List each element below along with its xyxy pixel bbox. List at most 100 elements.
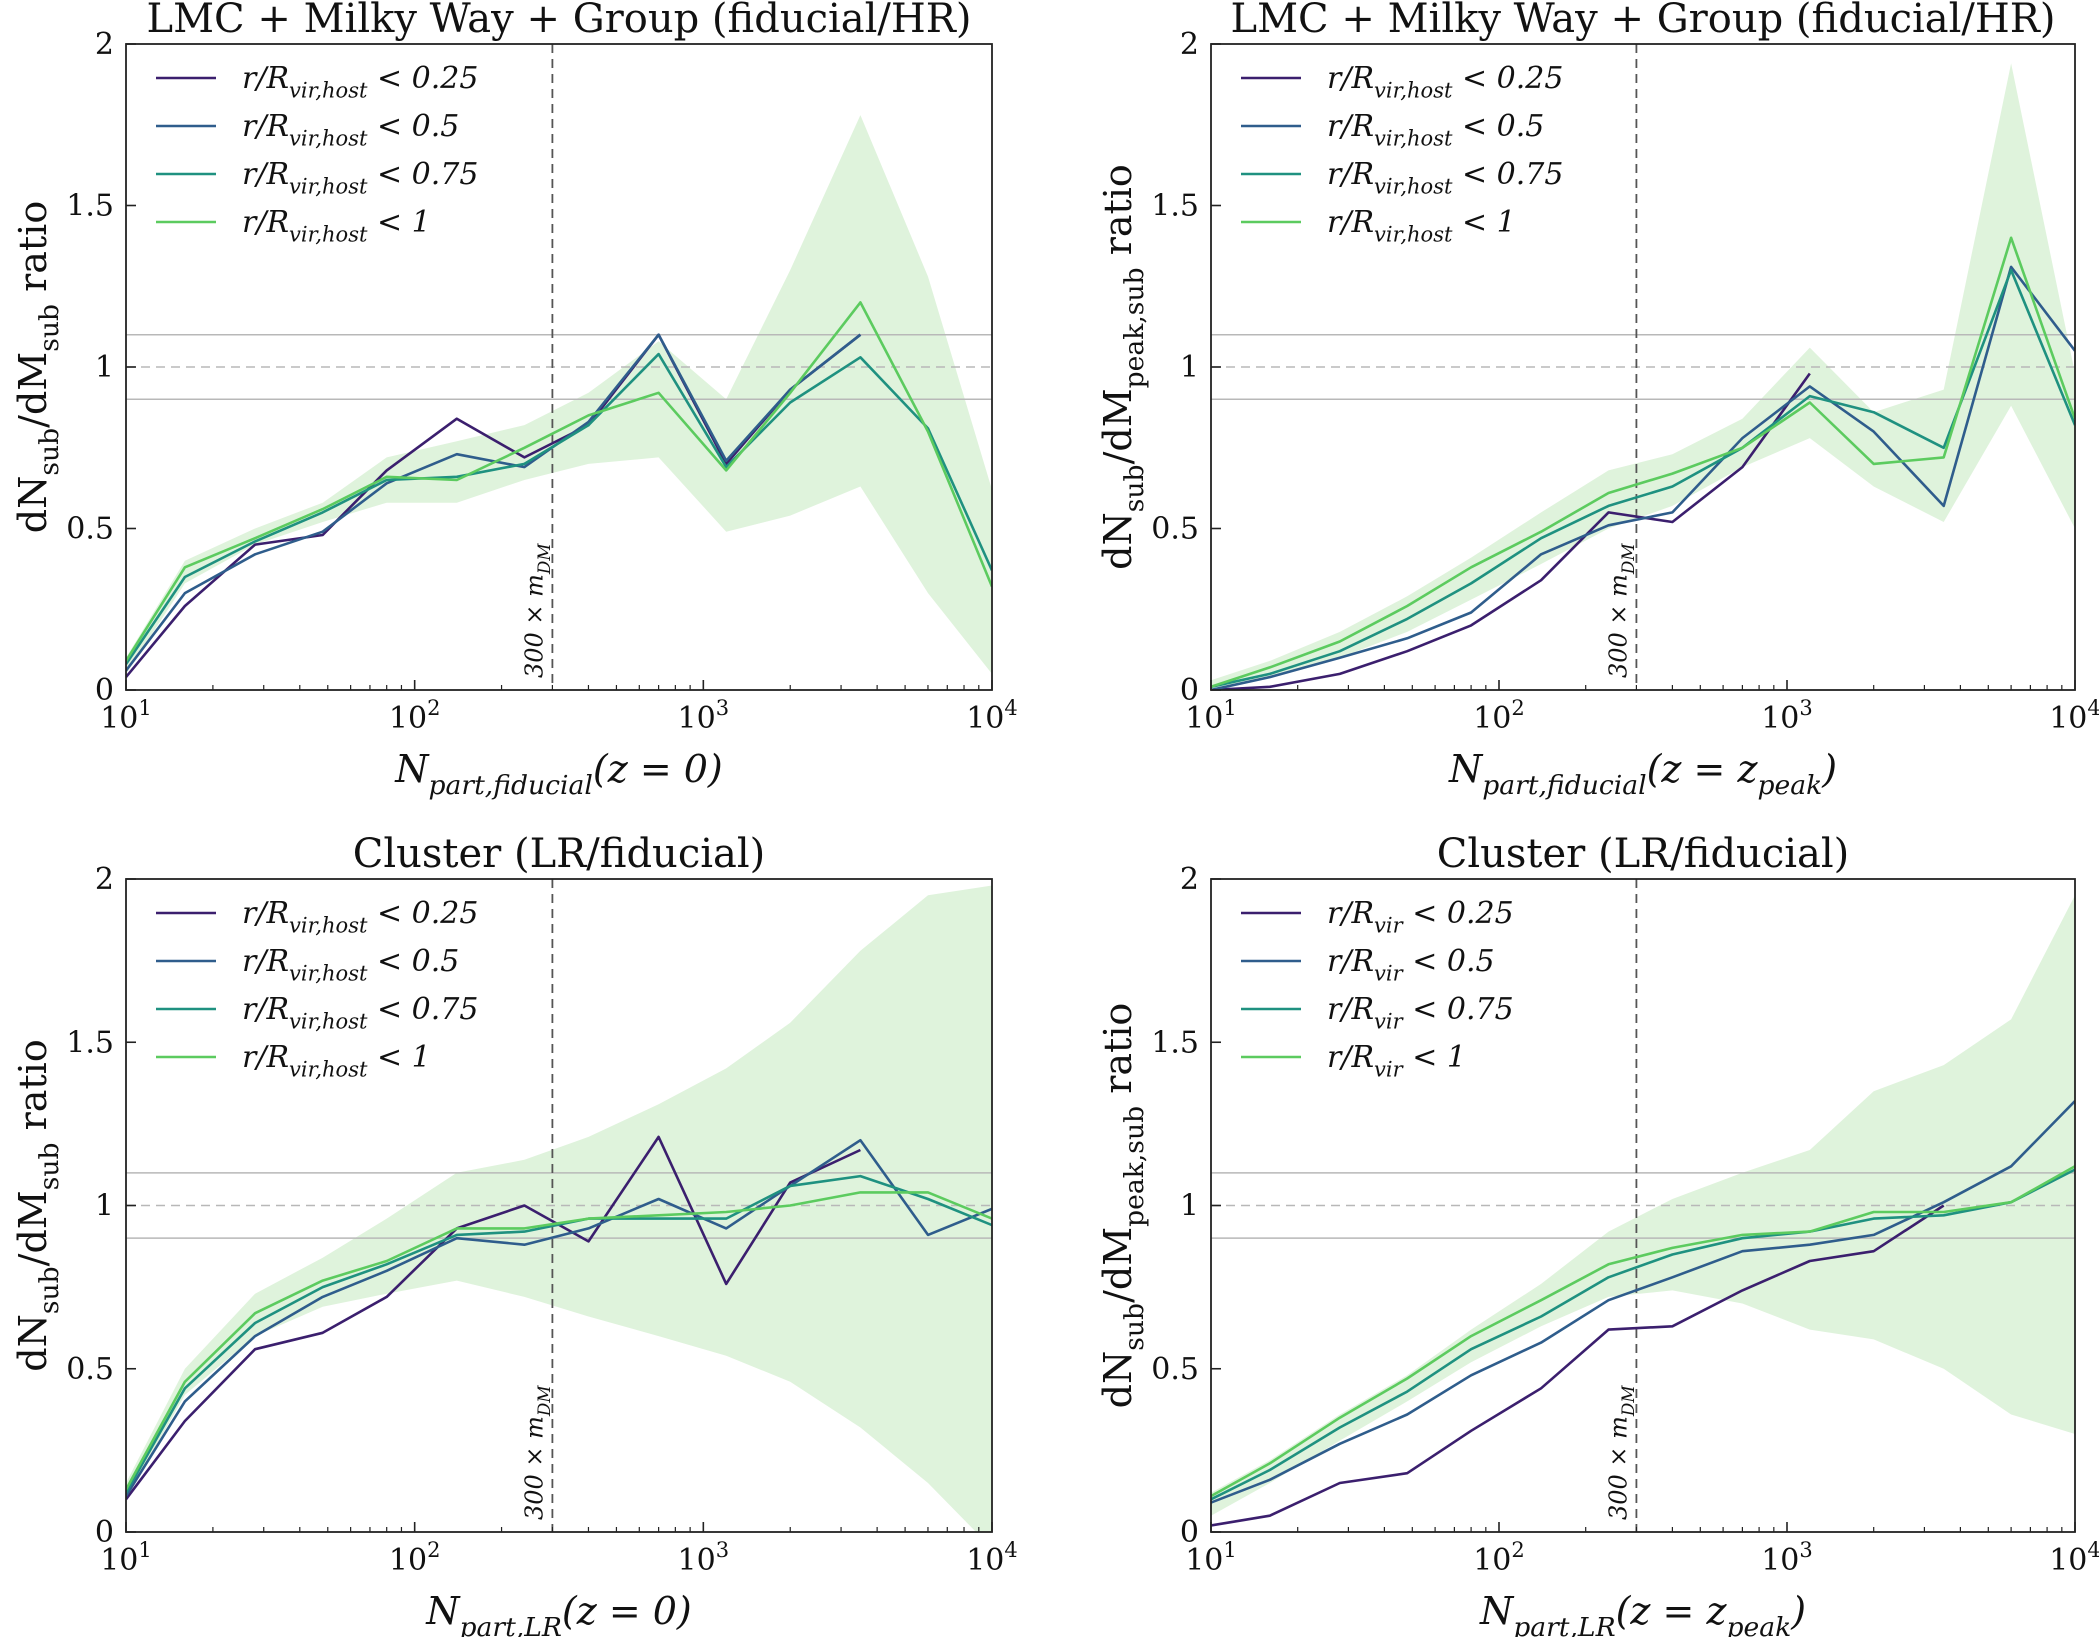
series-line-1: [126, 333, 862, 678]
series-line-3: [1211, 1168, 2075, 1501]
x-tick-label: 101: [1185, 696, 1237, 736]
scatter-band: [126, 115, 992, 674]
y-tick-label: 0.5: [66, 1352, 114, 1387]
series-line-1: [126, 1135, 861, 1501]
mdm-label: 300 × mDM: [520, 1385, 554, 1520]
panel-4: 300 × mDM 101 102 103 104 0 0.5 1 1.5 2 Cluster (L…: [1096, 831, 2099, 1641]
series-line-4: [1211, 1165, 2075, 1498]
series-line-3: [1211, 268, 2075, 689]
x-tick-label: 103: [678, 1538, 730, 1578]
panel-2: 300 × mDM 101 102 103 104 0 0.5 1 1.5 2 LMC + Milk…: [1096, 0, 2099, 801]
x-tick-label: 104: [2049, 1538, 2099, 1578]
legend-label-3: r/Rvir < 0.75: [1327, 992, 1514, 1034]
y-tick-label: 2: [1180, 862, 1199, 897]
y-tick-label: 1: [95, 1189, 114, 1224]
chart-title: Cluster (LR/fiducial): [353, 831, 766, 877]
series-line-2: [1211, 265, 2075, 690]
scatter-band: [1211, 895, 2075, 1516]
chart-title: Cluster (LR/fiducial): [1437, 831, 1850, 877]
scatter-band: [126, 885, 992, 1532]
x-tick-label: 104: [2049, 696, 2099, 736]
y-tick-label: 1: [95, 350, 114, 385]
legend-label-2: r/Rvir,host < 0.5: [1327, 109, 1544, 151]
x-tick-label: 103: [678, 696, 730, 736]
x-axis-label: Npart,LR(z = zpeak): [1479, 1589, 1806, 1637]
y-tick-label: 1.5: [1151, 1025, 1199, 1060]
x-axis-label: Npart,LR(z = 0): [425, 1589, 692, 1637]
y-tick-label: 0.5: [1151, 1352, 1199, 1387]
y-axis-label: dNsub/dMpeak,sub ratio: [1096, 164, 1150, 570]
legend-label-2: r/Rvir,host < 0.5: [242, 944, 459, 986]
series-line-4: [126, 301, 992, 662]
y-tick-label: 0: [95, 673, 114, 708]
y-axis-label: dNsub/dMsub ratio: [11, 201, 65, 533]
legend: r/Rvir,host < 0.25 r/Rvir,host < 0.5 r/Rvi…: [1241, 61, 1563, 247]
x-tick-label: 102: [389, 1538, 441, 1578]
legend-label-1: r/Rvir,host < 0.25: [242, 61, 478, 103]
legend-label-3: r/Rvir,host < 0.75: [242, 992, 478, 1034]
legend-label-4: r/Rvir,host < 1: [242, 1040, 431, 1082]
x-tick-label: 101: [100, 1538, 152, 1578]
legend-label-4: r/Rvir,host < 1: [1327, 205, 1516, 247]
series-line-3: [126, 1174, 992, 1494]
legend-label-1: r/Rvir,host < 0.25: [242, 896, 478, 938]
series-line-1: [1211, 372, 1811, 690]
legend-label-3: r/Rvir,host < 0.75: [1327, 157, 1563, 199]
y-tick-label: 0: [1180, 673, 1199, 708]
mdm-label: 300 × mDM: [1604, 543, 1638, 678]
plot-area: [126, 879, 992, 1532]
series-line-2: [1211, 1100, 2075, 1504]
x-tick-label: 102: [1473, 1538, 1525, 1578]
x-axis-label: Npart,fiducial(z = zpeak): [1448, 747, 1837, 801]
x-tick-label: 101: [1185, 1538, 1237, 1578]
y-tick-label: 2: [95, 27, 114, 62]
y-axis-label: dNsub/dMpeak,sub ratio: [1096, 1003, 1150, 1409]
chart-title: LMC + Milky Way + Group (fiducial/HR): [147, 0, 972, 42]
x-tick-label: 103: [1761, 696, 1813, 736]
y-axis-label: dNsub/dMsub ratio: [11, 1039, 65, 1371]
y-tick-label: 1.5: [1151, 189, 1199, 224]
legend-label-2: r/Rvir,host < 0.5: [242, 109, 459, 151]
panel-1: 300 × mDM 101 102 103 104 0 0.5 1 1.5 2 LMC + Milk…: [11, 0, 1018, 801]
series-line-3: [126, 352, 992, 665]
x-tick-label: 104: [966, 696, 1018, 736]
y-tick-label: 0.5: [66, 512, 114, 547]
x-tick-label: 102: [1473, 696, 1525, 736]
y-tick-label: 2: [1180, 27, 1199, 62]
x-axis-label: Npart,fiducial(z = 0): [394, 747, 723, 801]
series-line-4: [126, 1191, 992, 1491]
legend-label-4: r/Rvir,host < 1: [242, 205, 431, 247]
plot-area: [1211, 44, 2075, 690]
x-tick-label: 101: [100, 696, 152, 736]
mdm-label: 300 × mDM: [520, 543, 554, 678]
series-line-2: [126, 1138, 992, 1497]
y-tick-label: 1.5: [66, 1025, 114, 1060]
y-tick-label: 2: [95, 862, 114, 897]
x-tick-label: 102: [389, 696, 441, 736]
legend: r/Rvir,host < 0.25 r/Rvir,host < 0.5 r/Rvi…: [156, 896, 478, 1082]
panel-3: 300 × mDM 101 102 103 104 0 0.5 1 1.5 2 Cluster (L…: [11, 831, 1018, 1641]
legend: r/Rvir,host < 0.25 r/Rvir,host < 0.5 r/Rvi…: [156, 61, 478, 247]
plot-area: [1211, 879, 2075, 1532]
series-line-1: [1211, 1204, 1945, 1527]
legend-label-2: r/Rvir < 0.5: [1327, 944, 1495, 986]
series-line-4: [1211, 236, 2075, 689]
y-tick-label: 1: [1180, 1189, 1199, 1224]
legend-label-3: r/Rvir,host < 0.75: [242, 157, 478, 199]
x-tick-label: 103: [1761, 1538, 1813, 1578]
legend: r/Rvir < 0.25 r/Rvir < 0.5 r/Rvir < 0.75 r/…: [1241, 896, 1514, 1082]
x-tick-label: 104: [966, 1538, 1018, 1578]
y-tick-label: 1.5: [66, 189, 114, 224]
y-tick-label: 1: [1180, 350, 1199, 385]
legend-label-1: r/Rvir,host < 0.25: [1327, 61, 1563, 103]
y-tick-label: 0.5: [1151, 512, 1199, 547]
y-tick-label: 0: [1180, 1515, 1199, 1550]
legend-label-1: r/Rvir < 0.25: [1327, 896, 1514, 938]
plot-area: [126, 44, 992, 690]
chart-title: LMC + Milky Way + Group (fiducial/HR): [1231, 0, 2056, 42]
series-line-2: [126, 333, 862, 672]
mdm-label: 300 × mDM: [1604, 1385, 1638, 1520]
y-tick-label: 0: [95, 1515, 114, 1550]
